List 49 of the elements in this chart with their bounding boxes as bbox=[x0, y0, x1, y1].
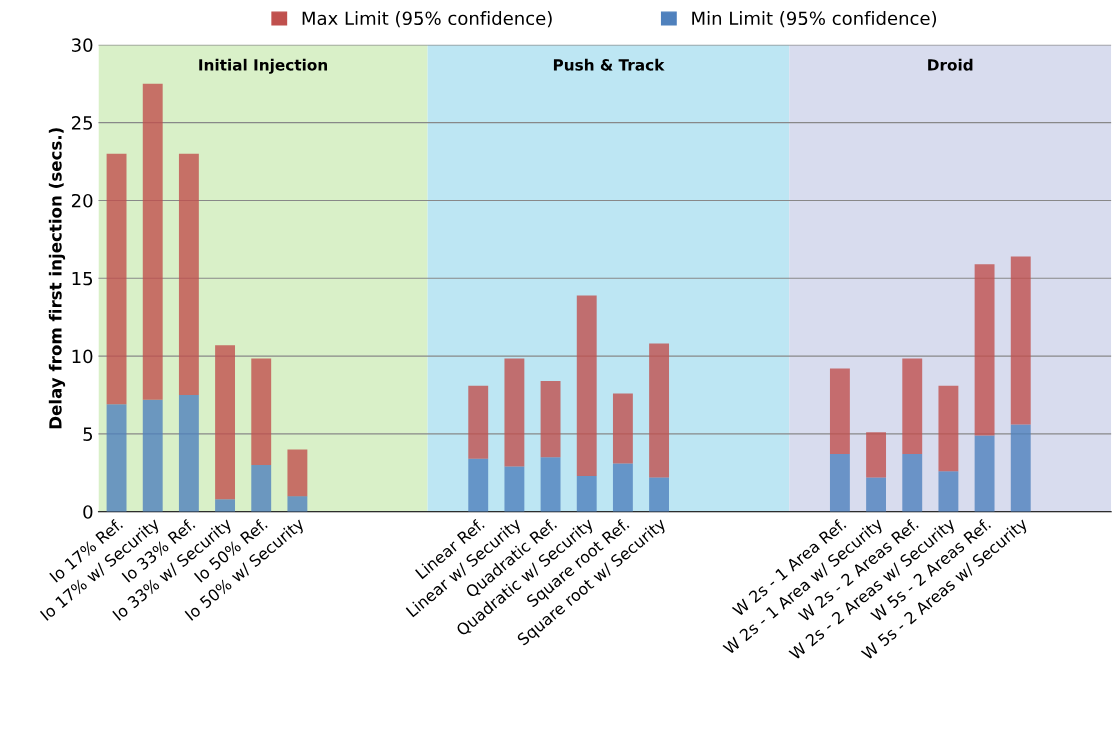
bar bbox=[829, 454, 850, 512]
y-tick-label: 5 bbox=[83, 427, 93, 441]
bar bbox=[1010, 256, 1031, 425]
bar bbox=[576, 295, 597, 476]
bar bbox=[649, 477, 670, 512]
bar bbox=[829, 368, 850, 455]
bar bbox=[178, 394, 199, 512]
bar bbox=[866, 477, 887, 512]
bar bbox=[938, 471, 959, 512]
bar bbox=[1010, 424, 1031, 512]
bar bbox=[215, 345, 236, 500]
bar bbox=[251, 358, 272, 466]
bar bbox=[142, 399, 163, 512]
bar bbox=[468, 458, 489, 512]
y-tick-label: 10 bbox=[72, 349, 93, 364]
bar bbox=[902, 454, 923, 512]
bar bbox=[540, 457, 561, 512]
annotation: Push & Track bbox=[553, 58, 665, 71]
bar bbox=[504, 466, 525, 512]
legend-label: Max Limit (95% confidence) bbox=[302, 11, 552, 28]
bar bbox=[106, 404, 127, 512]
bar bbox=[974, 264, 995, 436]
bar bbox=[576, 475, 597, 512]
y-tick-label: 0 bbox=[83, 505, 93, 519]
bar bbox=[178, 153, 199, 395]
bar bbox=[215, 499, 236, 512]
y-tick-label: 20 bbox=[71, 193, 93, 208]
bar bbox=[287, 496, 308, 512]
bar bbox=[902, 358, 923, 455]
legend-label: Min Limit (95% confidence) bbox=[692, 11, 937, 28]
bar bbox=[504, 358, 525, 467]
y-tick-label: 15 bbox=[72, 271, 93, 286]
bar bbox=[540, 380, 561, 458]
bar bbox=[468, 385, 489, 459]
bar bbox=[106, 153, 127, 405]
y-tick-label: 30 bbox=[72, 38, 93, 52]
annotation: Droid bbox=[928, 58, 973, 71]
bar bbox=[612, 463, 633, 512]
bar bbox=[649, 343, 670, 478]
annotation: Initial Injection bbox=[199, 58, 328, 74]
bar bbox=[251, 465, 272, 512]
bar bbox=[287, 449, 308, 497]
bar bbox=[938, 385, 959, 472]
bar bbox=[974, 435, 995, 512]
y-axis-title: Delay from first injection (secs.) bbox=[48, 128, 66, 429]
bar bbox=[142, 83, 163, 400]
bar bbox=[866, 432, 887, 478]
bar bbox=[612, 393, 633, 464]
y-tick-label: 25 bbox=[71, 116, 93, 130]
